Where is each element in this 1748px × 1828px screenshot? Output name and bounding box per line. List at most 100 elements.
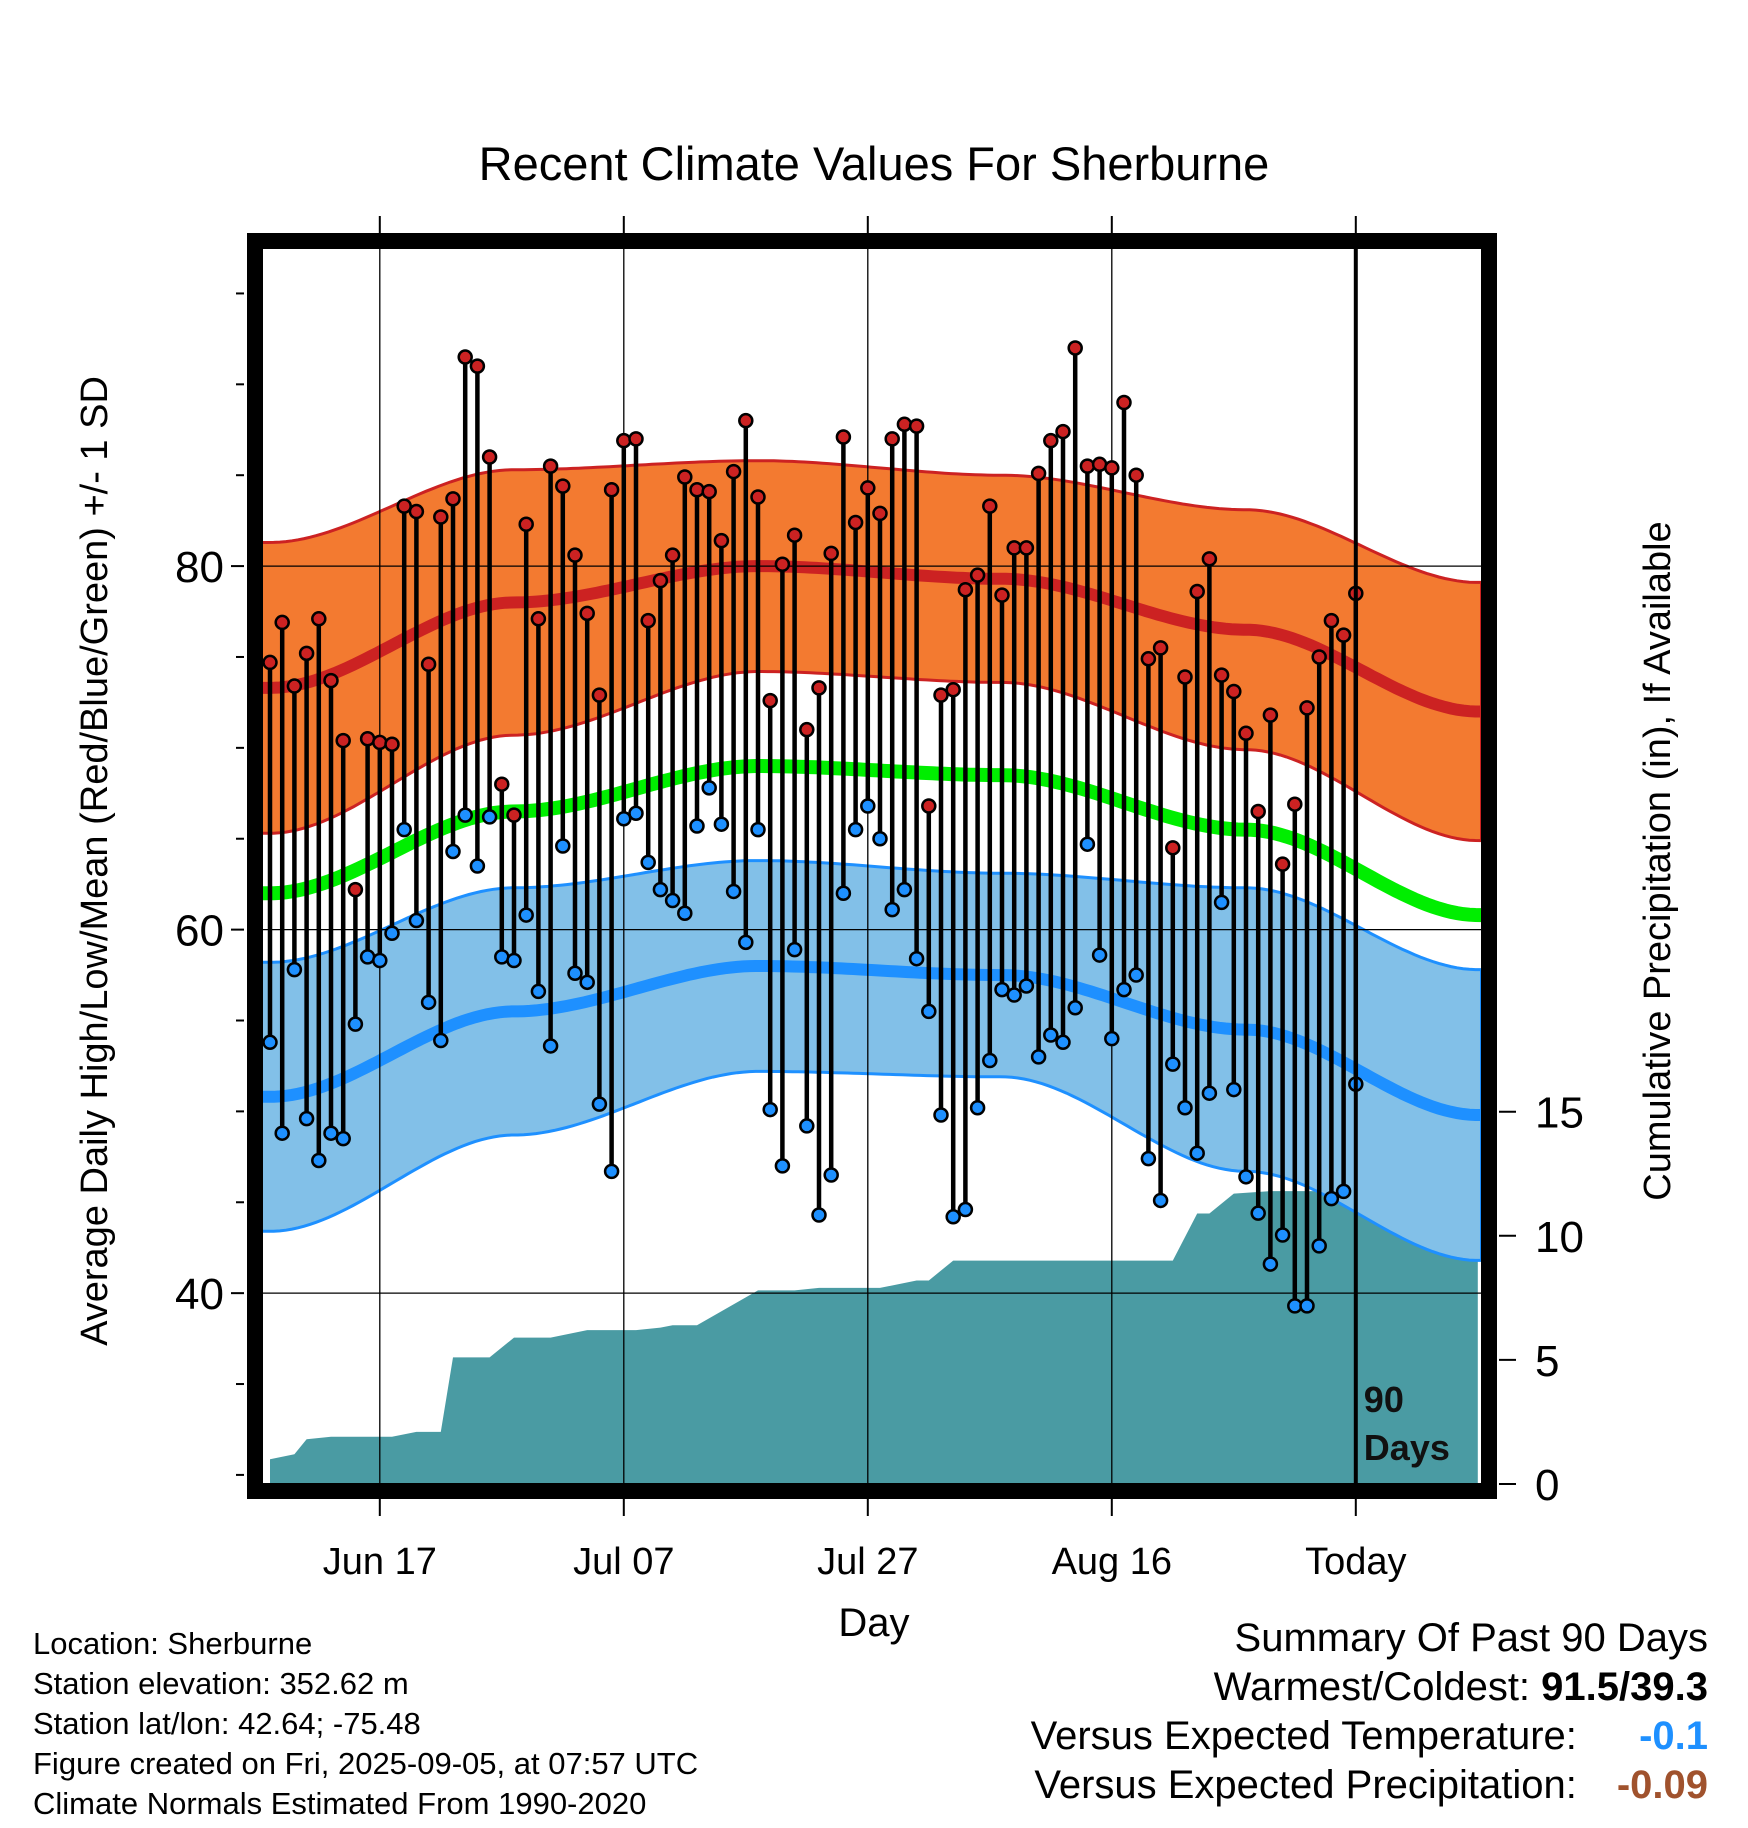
- daily-high-point: [579, 605, 595, 622]
- daily-low-point: [677, 905, 693, 922]
- daily-low-point: [1311, 1238, 1327, 1254]
- daily-high-point: [591, 687, 608, 703]
- plot-area: 90 Days Jun 17 Jul 07 Jul 27 Aug 16 Today 40 60 8…: [175, 216, 1584, 1583]
- daily-high-point: [518, 516, 534, 533]
- x-tick-label: Today: [1305, 1541, 1406, 1583]
- daily-high-point: [274, 614, 290, 631]
- daily-low-point: [1274, 1227, 1291, 1243]
- daily-low-point: [555, 838, 571, 854]
- summary-warm-cold: Warmest/Coldest: 91.5/39.3: [1031, 1663, 1708, 1712]
- station-info: Location: Sherburne Station elevation: 3…: [33, 1624, 698, 1824]
- daily-high-point: [567, 547, 583, 563]
- daily-high-point: [286, 678, 303, 694]
- daily-high-point: [1189, 583, 1205, 600]
- daily-high-point: [969, 567, 986, 583]
- chart-title: Recent Climate Values For Sherburne: [479, 137, 1270, 190]
- daily-low-point: [567, 965, 583, 981]
- daily-low-point: [860, 798, 876, 814]
- daily-low-point: [933, 1107, 949, 1123]
- daily-high-point: [1287, 796, 1303, 812]
- daily-low-point: [1165, 1056, 1181, 1072]
- daily-low-point: [420, 994, 437, 1011]
- temp-label: Versus Expected Temperature:: [1030, 1714, 1577, 1758]
- daily-low-point: [701, 780, 717, 796]
- warm-cold-value: 91.5/39.3: [1541, 1665, 1708, 1709]
- daily-high-point: [1323, 612, 1340, 629]
- daily-high-point: [433, 509, 449, 525]
- daily-high-point: [774, 556, 791, 573]
- daily-low-point: [274, 1125, 290, 1141]
- daily-high-point: [1250, 803, 1266, 820]
- daily-low-point: [433, 1032, 449, 1049]
- daily-low-point: [1079, 836, 1096, 852]
- today-marker-label: 90: [1364, 1379, 1404, 1420]
- daily-low-point: [591, 1096, 608, 1112]
- daily-low-point: [1104, 1030, 1120, 1047]
- daily-high-point: [420, 656, 437, 672]
- daily-low-point: [530, 983, 547, 1000]
- summary-panel: Summary Of Past 90 Days Warmest/Coldest:…: [1031, 1614, 1708, 1810]
- daily-low-point: [335, 1130, 351, 1147]
- daily-high-point: [262, 654, 278, 671]
- summary-temp: Versus Expected Temperature: -0.1: [1031, 1712, 1708, 1761]
- created-text: Figure created on Fri, 2025-09-05, at 07…: [33, 1746, 699, 1781]
- daily-high-point: [1055, 423, 1071, 440]
- daily-low-point: [1152, 1192, 1169, 1209]
- daily-low-point: [579, 974, 595, 991]
- precip-area: [270, 1176, 1478, 1484]
- normal-low-line: [262, 960, 1482, 1121]
- daily-high-point: [384, 736, 400, 752]
- daily-high-point: [652, 572, 669, 589]
- x-axis-label: Day: [838, 1601, 909, 1645]
- daily-low-point: [457, 807, 473, 823]
- daily-low-point: [811, 1207, 827, 1223]
- daily-high-point: [408, 503, 425, 520]
- daily-high-point: [542, 458, 559, 474]
- daily-low-point: [921, 1003, 937, 1020]
- x-tick-label: Jul 27: [817, 1541, 918, 1583]
- daily-high-point: [1311, 649, 1327, 665]
- daily-low-point: [982, 1052, 998, 1069]
- daily-low-point: [262, 1034, 278, 1051]
- y-tick-label: 80: [175, 543, 224, 592]
- temp-value: -0.1: [1639, 1714, 1708, 1758]
- daily-high-point: [1177, 669, 1193, 685]
- daily-high-point: [396, 498, 412, 514]
- daily-low-point: [1067, 1000, 1083, 1016]
- daily-high-point: [725, 463, 742, 480]
- daily-low-point: [640, 854, 656, 871]
- y2-axis-label: Cumulative Precipitation (in), If Availa…: [1637, 521, 1679, 1200]
- y-tick-label: 40: [175, 1270, 224, 1319]
- daily-high-point: [372, 734, 388, 751]
- daily-high-point: [994, 587, 1010, 603]
- daily-high-point: [628, 431, 644, 447]
- daily-low-point: [384, 925, 400, 942]
- daily-high-point: [750, 489, 766, 505]
- y-tick-label: 60: [175, 907, 224, 956]
- y2-tick-label: 15: [1535, 1089, 1584, 1138]
- daily-low-point: [1091, 947, 1108, 963]
- daily-high-point: [823, 545, 839, 562]
- daily-high-point: [689, 481, 705, 498]
- daily-low-point: [1006, 987, 1022, 1003]
- daily-high-point: [1262, 707, 1279, 723]
- precip-label: Versus Expected Precipitation:: [1034, 1763, 1577, 1807]
- daily-low-point: [1055, 1034, 1071, 1051]
- daily-high-point: [860, 480, 876, 496]
- elevation-text: Station elevation: 352.62 m: [33, 1666, 409, 1701]
- daily-high-point: [933, 687, 949, 703]
- daily-high-point: [1165, 840, 1181, 856]
- daily-low-point: [518, 907, 534, 923]
- daily-high-point: [664, 547, 681, 563]
- daily-low-point: [506, 952, 522, 969]
- daily-low-point: [286, 961, 303, 978]
- daily-low-point: [750, 821, 766, 838]
- daily-high-point: [311, 611, 327, 627]
- daily-low-point: [786, 941, 803, 958]
- daily-low-point: [603, 1163, 620, 1180]
- daily-high-point: [530, 611, 547, 627]
- daily-low-point: [628, 805, 644, 822]
- daily-high-point: [1140, 651, 1157, 667]
- daily-high-point: [1043, 432, 1059, 449]
- daily-high-point: [640, 612, 656, 629]
